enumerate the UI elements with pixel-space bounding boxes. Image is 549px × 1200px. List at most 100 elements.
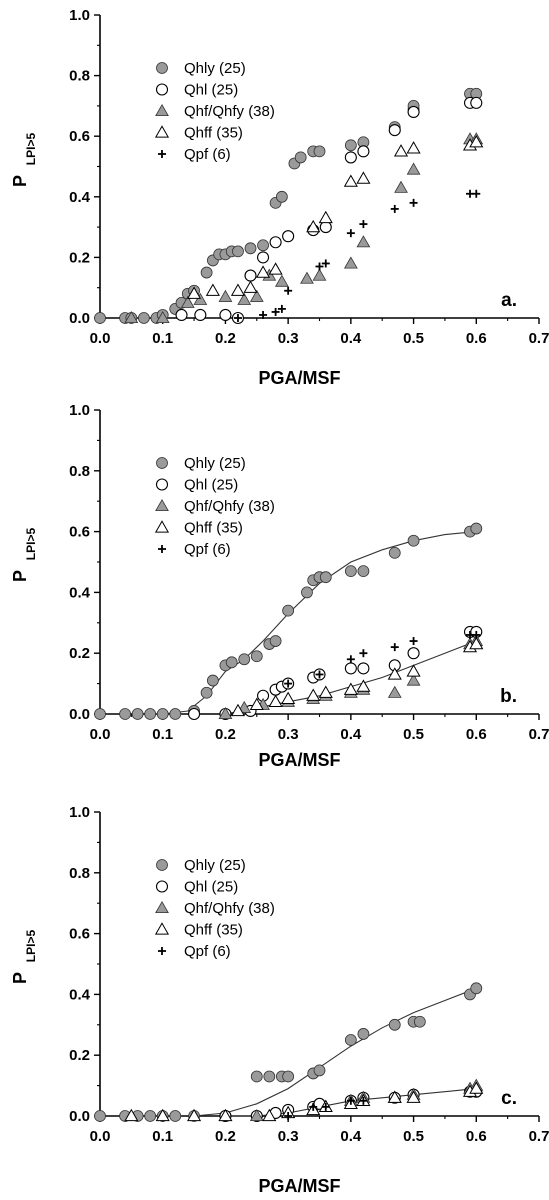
data-point	[312, 268, 327, 281]
data-point	[233, 314, 242, 322]
data-point	[301, 586, 313, 599]
x-tick-label: 0.7	[529, 726, 549, 743]
data-point	[393, 144, 409, 157]
data-point	[218, 706, 233, 720]
data-point	[284, 286, 293, 295]
data-point	[175, 308, 188, 322]
data-point	[394, 180, 408, 193]
legend-marker	[158, 947, 166, 955]
x-tick-label: 0.0	[90, 330, 111, 347]
data-point	[344, 662, 357, 675]
legend-marker	[155, 498, 169, 512]
data-point	[200, 266, 213, 279]
data-point	[274, 274, 289, 287]
data-point	[169, 708, 182, 720]
x-tick-label: 0.6	[466, 330, 487, 347]
y-tick-label: 0.6	[69, 926, 90, 943]
data-point	[359, 1096, 368, 1105]
y-tick-label: 0.0	[69, 706, 90, 723]
legend-entry: Qhl (25)	[184, 879, 238, 896]
legend-marker	[158, 150, 166, 158]
x-tick-label: 0.7	[529, 330, 549, 347]
x-axis-label: PGA/MSF	[258, 368, 340, 388]
data-point	[250, 1070, 263, 1083]
data-point	[344, 1034, 357, 1046]
y-tick-label: 0.8	[69, 463, 90, 480]
data-point	[343, 256, 358, 269]
data-point	[344, 139, 357, 152]
data-point	[357, 145, 370, 158]
data-point	[469, 135, 484, 148]
data-point	[321, 259, 330, 268]
series-1	[94, 982, 483, 1122]
data-point	[243, 280, 258, 293]
data-point	[156, 708, 169, 720]
x-tick-label: 0.4	[340, 726, 362, 743]
legend-entry: Qhf/Qhfy (38)	[184, 498, 275, 515]
legend-marker	[158, 545, 166, 553]
legend-entry: Qpf (6)	[184, 146, 231, 163]
series-4	[230, 636, 484, 717]
legend-marker	[155, 880, 169, 893]
data-point	[250, 650, 263, 663]
y-axis-label: P LPI>5	[10, 930, 38, 985]
x-tick-label: 0.5	[403, 1128, 424, 1145]
data-point	[193, 292, 208, 305]
data-point	[282, 1070, 295, 1083]
data-point	[284, 1112, 293, 1120]
data-point	[94, 1110, 106, 1122]
y-tick-label: 0.8	[69, 865, 90, 882]
data-point	[344, 151, 357, 164]
data-point	[187, 1108, 202, 1122]
y-tick-label: 1.0	[69, 7, 90, 24]
x-tick-label: 0.2	[215, 1128, 236, 1145]
legend-marker	[154, 125, 170, 138]
x-axis-label: PGA/MSF	[258, 750, 340, 770]
data-point	[315, 670, 324, 679]
data-point	[237, 292, 252, 305]
data-point	[319, 571, 332, 584]
series-1	[94, 522, 483, 720]
x-tick-label: 0.0	[90, 1128, 111, 1145]
data-point	[469, 636, 484, 650]
data-point	[155, 310, 170, 324]
data-point	[306, 219, 321, 233]
y-tick-label: 0.2	[69, 249, 90, 266]
data-point	[137, 312, 150, 324]
x-tick-label: 0.1	[152, 726, 173, 743]
data-point	[357, 1028, 370, 1040]
data-point	[357, 662, 370, 675]
data-point	[205, 283, 220, 296]
x-tick-label: 0.3	[278, 330, 299, 347]
data-point	[131, 708, 144, 720]
data-point	[187, 286, 202, 299]
y-axis-label-main: P	[10, 570, 30, 582]
data-point	[263, 1070, 276, 1083]
legend-marker	[156, 859, 168, 871]
data-point	[359, 649, 368, 658]
data-point	[271, 307, 280, 316]
data-point	[259, 310, 268, 319]
data-point	[406, 141, 421, 154]
legend: Qhly (25) Qhl (25) Qhf/Qhfy (38) Qhff (35) Q…	[154, 455, 275, 558]
series-2	[188, 625, 483, 721]
data-point	[318, 685, 333, 698]
data-point	[255, 265, 271, 278]
data-point	[282, 604, 295, 617]
data-point	[406, 664, 421, 677]
data-point	[188, 707, 201, 721]
legend-entry: Qhly (25)	[184, 60, 246, 77]
data-point	[200, 686, 213, 699]
data-point	[313, 1064, 326, 1077]
legend-entry: Qhff (35)	[184, 125, 243, 142]
data-point	[257, 239, 269, 252]
x-tick-label: 0.6	[466, 726, 487, 743]
data-point	[406, 162, 421, 175]
data-point	[124, 310, 139, 324]
data-point	[407, 105, 420, 119]
chart-panel-b: 0.0 0.1 0.2 0.3 0.4 0.5 0.6 0.7 0.0 0.2 0.4 0.6 0.8 1…	[10, 402, 549, 770]
data-point	[194, 308, 207, 322]
chart-panel-c: 0.0 0.1 0.2 0.3 0.4 0.5 0.6 0.7 0.0 0.2 0.4 0.6 0.8 1…	[10, 804, 549, 1196]
x-tick-label: 0.3	[278, 726, 299, 743]
data-point	[309, 1102, 318, 1111]
